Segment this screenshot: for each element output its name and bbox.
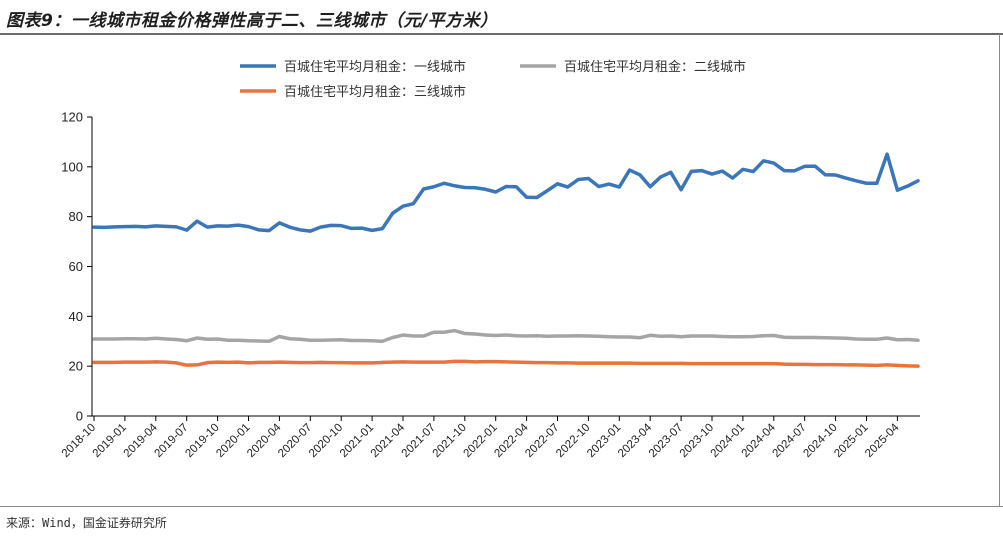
y-tick-label: 100	[61, 159, 83, 174]
legend-item-tier2: 百城住宅平均月租金：二线城市	[520, 59, 746, 75]
title-bar: 图表9：一线城市租金价格弹性高于二、三线城市（元/平方米）	[0, 0, 1003, 35]
y-tick-label: 20	[69, 359, 83, 374]
footer-rule	[0, 506, 1003, 507]
series-line-tier2	[92, 328, 920, 343]
series-line-tier1	[92, 152, 920, 233]
chart-legend: 百城住宅平均月租金：一线城市 百城住宅平均月租金：二线城市百城住宅平均月租金：三线…	[240, 59, 746, 100]
title-rule	[0, 33, 1003, 35]
y-tick-label: 80	[69, 209, 83, 224]
legend-item-tier1: 百城住宅平均月租金：一线城市	[240, 59, 466, 75]
chart-axes: 0204060801001202018-102019-012019-042019…	[60, 110, 920, 460]
legend-label: 百城住宅平均月租金：三线城市	[284, 84, 466, 100]
frame-right-border	[999, 34, 1000, 506]
series-line-tier3	[92, 359, 920, 368]
chart-title: 图表9：一线城市租金价格弹性高于二、三线城市（元/平方米）	[6, 11, 498, 31]
legend-item-tier3: 百城住宅平均月租金：三线城市	[240, 84, 466, 100]
y-tick-label: 40	[69, 309, 83, 324]
chart-series-lines	[92, 152, 920, 368]
y-tick-label: 0	[76, 409, 83, 424]
legend-label: 百城住宅平均月租金：二线城市	[564, 59, 746, 75]
source-note: 来源：Wind，国金证券研究所	[6, 516, 167, 530]
x-tick-label: 2025-04	[863, 421, 902, 460]
rent-price-line-chart: 百城住宅平均月租金：一线城市 百城住宅平均月租金：二线城市百城住宅平均月租金：三线…	[60, 59, 920, 460]
y-tick-label: 120	[61, 110, 83, 125]
legend-label: 百城住宅平均月租金：一线城市	[284, 59, 466, 75]
y-tick-label: 60	[69, 259, 83, 274]
